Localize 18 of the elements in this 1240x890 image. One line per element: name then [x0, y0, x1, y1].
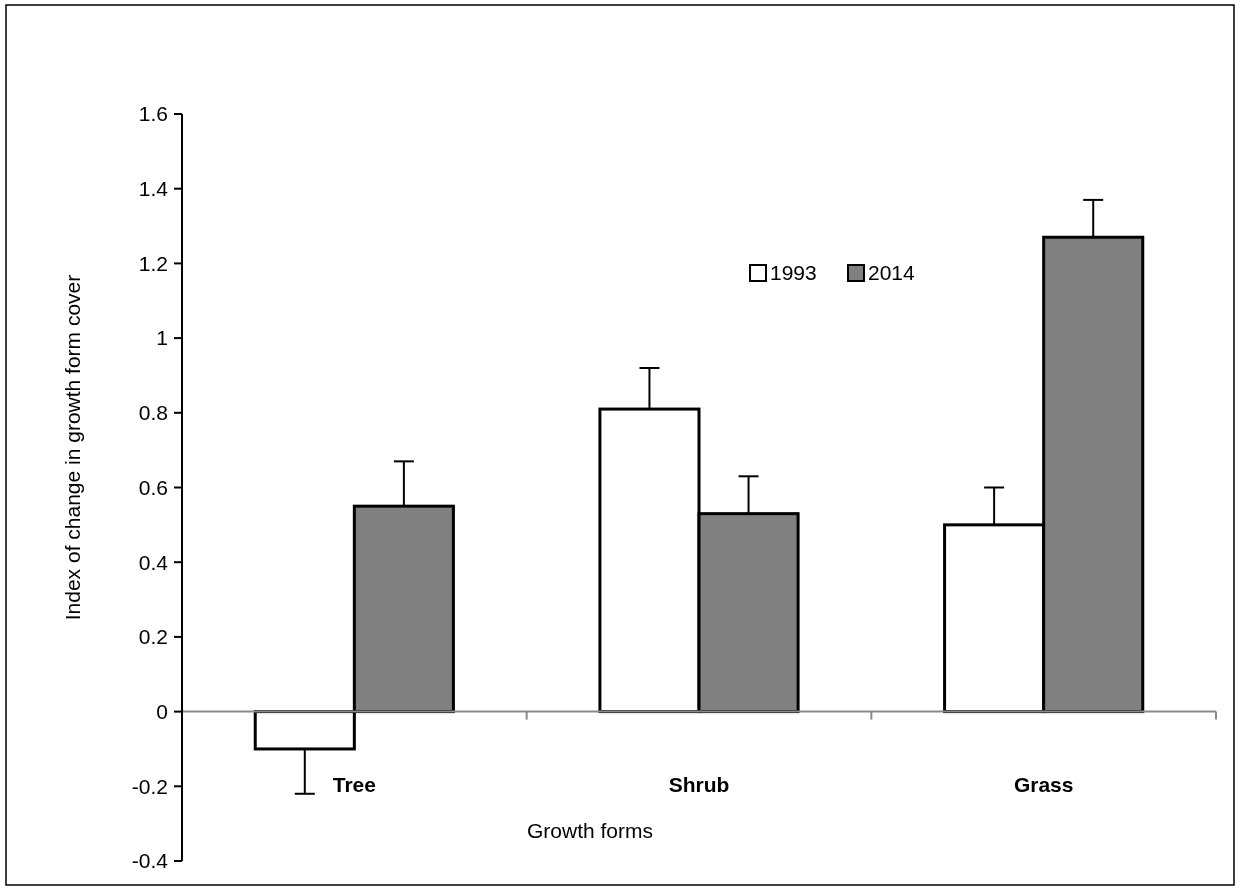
x-tick-label: Grass [1013, 772, 1074, 796]
x-tick-label: Shrub [668, 772, 730, 796]
y-tick-label: 0 [156, 699, 168, 723]
y-tick-label: 1.4 [138, 177, 169, 201]
y-tick-label: 1 [156, 326, 168, 350]
y-tick-label: 0.8 [138, 401, 168, 425]
y-tick-label: 1.2 [138, 251, 168, 275]
y-tick-label: 0.6 [138, 475, 168, 499]
y-tick-label: 0.4 [138, 550, 169, 574]
x-tick-label: Tree [332, 772, 376, 796]
x-axis-title: Growth forms [526, 819, 654, 842]
y-tick-label: 1.6 [138, 102, 168, 126]
y-tick-label: -0.4 [131, 849, 169, 873]
y-tick-label: 0.2 [138, 625, 168, 649]
y-axis-title: Index of change in growth form cover [61, 274, 84, 621]
y-tick-label: -0.2 [131, 774, 168, 798]
legend-label: 2014 [868, 261, 916, 285]
legend-label: 1993 [770, 261, 817, 285]
